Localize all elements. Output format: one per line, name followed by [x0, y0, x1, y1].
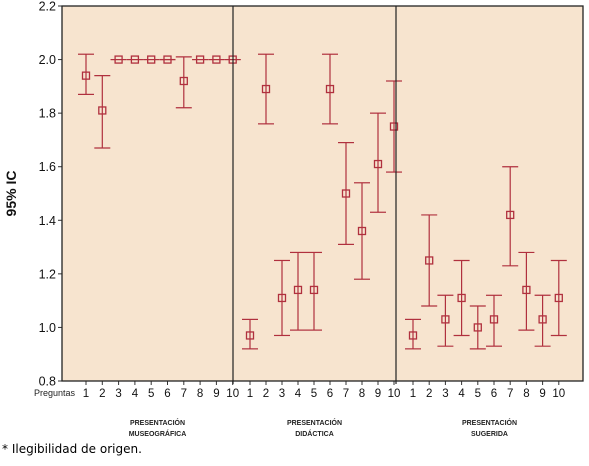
- x-tick-label: 9: [213, 388, 219, 400]
- x-tick-label: 6: [327, 388, 333, 400]
- y-tick-label: 0.8: [39, 375, 56, 389]
- x-tick-label: 6: [491, 388, 497, 400]
- x-tick-label: 4: [458, 388, 465, 400]
- plot-background: [62, 6, 583, 381]
- x-tick-label: 1: [83, 388, 89, 400]
- x-tick-label: 7: [507, 388, 513, 400]
- mean-marker: [98, 106, 107, 115]
- mean-marker: [212, 55, 221, 64]
- x-tick-label: 3: [442, 388, 448, 400]
- y-tick-label: 1.2: [39, 267, 56, 281]
- mean-marker: [195, 55, 205, 64]
- mean-marker: [179, 76, 188, 86]
- mean-marker: [489, 315, 499, 324]
- x-tick-label: 7: [181, 388, 187, 400]
- group-label-line2: MUSEOGRÁFICA: [129, 429, 187, 438]
- mean-marker: [538, 315, 547, 324]
- mean-marker: [373, 159, 383, 169]
- mean-marker: [147, 55, 156, 64]
- mean-marker: [457, 293, 466, 303]
- group-label-line1: PRESENTACIÓN: [287, 418, 342, 427]
- mean-marker: [554, 293, 563, 303]
- x-tick-label: 8: [197, 388, 203, 400]
- mean-marker: [293, 285, 303, 295]
- x-tick-label: 9: [375, 388, 381, 400]
- group-label-line1: PRESENTACIÓN: [462, 418, 517, 427]
- x-tick-label: 1: [247, 388, 253, 400]
- mean-marker: [261, 84, 271, 94]
- x-tick-label: 1: [410, 388, 416, 400]
- group-label-line1: PRESENTACIÓN: [130, 418, 185, 427]
- mean-marker: [81, 71, 91, 80]
- mean-marker: [114, 55, 123, 64]
- x-tick-label: 10: [388, 388, 401, 400]
- y-tick-label: 1.8: [39, 107, 56, 121]
- x-tick-label: 3: [115, 388, 121, 400]
- mean-marker: [245, 331, 255, 340]
- x-tick-label: 3: [279, 388, 285, 400]
- x-tick-label: 7: [343, 388, 349, 400]
- y-tick-label: 2.2: [39, 0, 56, 14]
- mean-marker: [506, 210, 515, 220]
- mean-marker: [341, 189, 351, 198]
- plot-frame: [61, 5, 584, 382]
- x-tick-label: 2: [263, 388, 269, 400]
- x-tick-label: 5: [475, 388, 481, 400]
- mean-marker: [473, 323, 482, 332]
- x-tick-label: 4: [132, 388, 139, 400]
- x-tick-label: 2: [99, 388, 105, 400]
- x-tick-label: 2: [426, 388, 432, 400]
- mean-marker: [130, 55, 140, 64]
- x-tick-label: 9: [539, 388, 545, 400]
- x-tick-label: 8: [523, 388, 529, 400]
- mean-marker: [425, 256, 434, 265]
- y-tick-label: 1.0: [39, 321, 56, 335]
- x-tick-label: 6: [164, 388, 170, 400]
- mean-marker: [522, 285, 531, 295]
- x-tick-label: 8: [359, 388, 365, 400]
- mean-marker: [408, 331, 418, 340]
- y-tick-label: 1.6: [39, 160, 56, 174]
- mean-marker: [309, 285, 319, 295]
- mean-marker: [441, 315, 450, 324]
- mean-marker: [163, 55, 172, 64]
- mean-marker: [325, 84, 335, 94]
- x-tick-label: 10: [226, 388, 239, 400]
- x-tick-label: 4: [295, 388, 302, 400]
- x-tick-label: 5: [148, 388, 154, 400]
- group-label-line2: DIDÁCTICA: [295, 429, 334, 438]
- mean-marker: [389, 122, 399, 131]
- x-tick-label: 5: [311, 388, 317, 400]
- group-label-line2: SUGERIDA: [471, 431, 508, 438]
- mean-marker: [277, 293, 287, 303]
- y-axis-title: 95% IC: [3, 171, 19, 217]
- x-row-label: Preguntas: [34, 388, 76, 398]
- mean-marker: [357, 226, 367, 236]
- y-tick-label: 1.4: [39, 214, 56, 228]
- x-tick-label: 10: [552, 388, 565, 400]
- footnote: * Ilegibilidad de origen.: [2, 442, 142, 456]
- y-tick-label: 2.0: [39, 53, 56, 67]
